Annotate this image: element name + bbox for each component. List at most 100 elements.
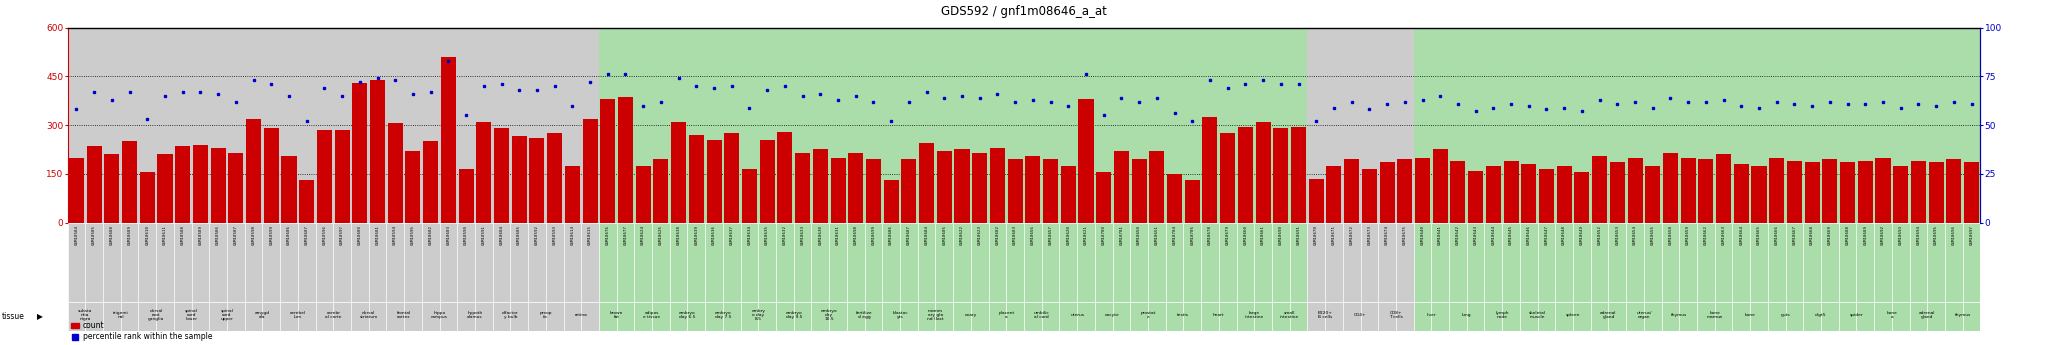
Bar — [315, 223, 334, 302]
Text: GSM18701: GSM18701 — [1120, 225, 1124, 245]
Bar — [635, 302, 651, 331]
Bar — [1219, 28, 1237, 223]
Text: GSM18670: GSM18670 — [1315, 225, 1319, 245]
Bar — [1767, 223, 1786, 302]
Text: GSM18655: GSM18655 — [1651, 225, 1655, 245]
Bar — [952, 302, 971, 331]
Bar — [651, 302, 670, 331]
Bar — [156, 302, 174, 331]
Bar — [598, 28, 616, 223]
Text: GSM18656: GSM18656 — [1030, 225, 1034, 245]
Bar — [299, 180, 313, 223]
Bar — [1327, 166, 1341, 223]
Text: frontal
cortex: frontal cortex — [397, 311, 412, 319]
Bar — [1397, 223, 1413, 302]
Bar — [457, 223, 475, 302]
Text: heart: heart — [1212, 313, 1225, 317]
Bar — [139, 28, 156, 223]
Bar — [422, 302, 440, 331]
Bar — [1962, 223, 1980, 302]
Bar — [1006, 223, 1024, 302]
Bar — [1397, 159, 1413, 223]
Bar — [1946, 223, 1962, 302]
Bar — [829, 302, 848, 331]
Bar — [440, 57, 457, 223]
Text: GSM18602: GSM18602 — [428, 225, 432, 245]
Text: GSM18598: GSM18598 — [252, 225, 256, 245]
Bar — [899, 28, 918, 223]
Bar — [936, 28, 952, 223]
Bar — [565, 166, 580, 223]
Bar — [1645, 223, 1661, 302]
Text: uterus/
organ: uterus/ organ — [1636, 311, 1651, 319]
Text: GSM18591: GSM18591 — [481, 225, 485, 245]
Bar — [547, 133, 561, 223]
Bar — [918, 223, 936, 302]
Text: oocyte: oocyte — [1106, 313, 1120, 317]
Bar — [1909, 28, 1927, 223]
Bar — [811, 223, 829, 302]
Bar — [1573, 223, 1591, 302]
Bar — [971, 223, 989, 302]
Bar — [705, 302, 723, 331]
Text: placent
a: placent a — [997, 311, 1014, 319]
Bar — [1821, 223, 1839, 302]
Bar — [598, 302, 616, 331]
Bar — [563, 223, 582, 302]
Bar — [582, 28, 598, 223]
Bar — [618, 97, 633, 223]
Bar — [1892, 223, 1909, 302]
Bar — [193, 223, 209, 302]
Bar — [350, 302, 369, 331]
Text: GSM18654: GSM18654 — [1632, 225, 1636, 245]
Text: thymus: thymus — [1954, 313, 1970, 317]
Bar — [1253, 302, 1272, 331]
Bar — [864, 302, 883, 331]
Text: GSM18630: GSM18630 — [819, 225, 823, 245]
Bar — [1184, 302, 1200, 331]
Bar — [1874, 28, 1892, 223]
Bar — [475, 302, 494, 331]
Text: GSM18643: GSM18643 — [1475, 225, 1479, 245]
Text: GSM18624: GSM18624 — [641, 225, 645, 245]
Bar — [297, 302, 315, 331]
Bar — [510, 302, 528, 331]
Bar — [1378, 223, 1397, 302]
Bar — [670, 223, 688, 302]
Bar — [1788, 161, 1802, 223]
Bar — [1714, 28, 1733, 223]
Text: spinal
cord
lower: spinal cord lower — [184, 309, 199, 322]
Bar — [1133, 159, 1147, 223]
Bar — [530, 138, 545, 223]
Text: embry
o day
8.5: embry o day 8.5 — [752, 309, 766, 322]
Text: dorsal
striatum: dorsal striatum — [360, 311, 377, 319]
Text: GSM18693: GSM18693 — [1898, 225, 1903, 245]
Text: trigemi
nal: trigemi nal — [113, 311, 129, 319]
Text: GSM18678: GSM18678 — [1208, 225, 1212, 245]
Bar — [1733, 28, 1751, 223]
Bar — [1946, 302, 1962, 331]
Bar — [1059, 223, 1077, 302]
Text: GSM18585: GSM18585 — [92, 225, 96, 245]
Bar — [1927, 302, 1946, 331]
Text: GSM18636: GSM18636 — [713, 225, 717, 245]
Bar — [86, 28, 102, 223]
Bar — [864, 223, 883, 302]
Bar — [1024, 302, 1042, 331]
Text: GSM18690: GSM18690 — [1278, 225, 1282, 245]
Bar — [264, 128, 279, 223]
Bar — [1573, 28, 1591, 223]
Bar — [1272, 28, 1290, 223]
Bar — [227, 28, 244, 223]
Text: GSM18635: GSM18635 — [766, 225, 770, 245]
Bar — [1485, 223, 1503, 302]
Text: GSM18689: GSM18689 — [1864, 225, 1868, 245]
Bar — [989, 148, 1006, 223]
Bar — [952, 223, 971, 302]
Text: GSM18622: GSM18622 — [961, 225, 965, 245]
Bar — [1112, 223, 1130, 302]
Bar — [1112, 302, 1130, 331]
Bar — [705, 223, 723, 302]
Bar — [1892, 28, 1909, 223]
Bar — [139, 172, 156, 223]
